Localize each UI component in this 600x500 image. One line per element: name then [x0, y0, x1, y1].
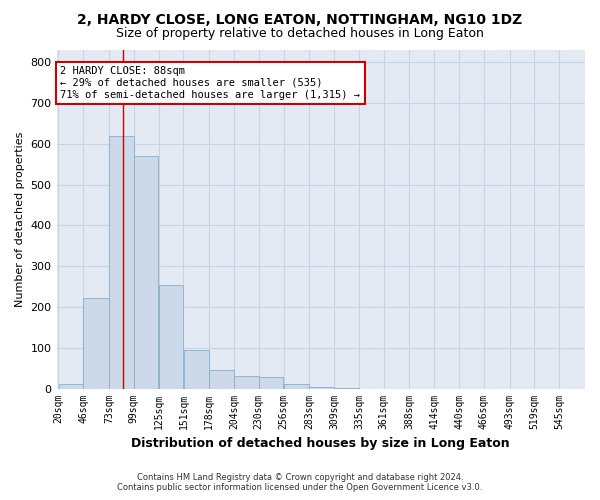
Text: Size of property relative to detached houses in Long Eaton: Size of property relative to detached ho… — [116, 28, 484, 40]
Bar — [284, 384, 309, 388]
Text: 2 HARDY CLOSE: 88sqm
← 29% of detached houses are smaller (535)
71% of semi-deta: 2 HARDY CLOSE: 88sqm ← 29% of detached h… — [61, 66, 361, 100]
Bar — [184, 350, 209, 389]
Bar — [209, 370, 234, 388]
Bar — [134, 156, 158, 388]
Bar — [109, 136, 134, 388]
Bar — [259, 377, 283, 388]
Y-axis label: Number of detached properties: Number of detached properties — [15, 132, 25, 307]
Bar — [159, 284, 183, 389]
Text: 2, HARDY CLOSE, LONG EATON, NOTTINGHAM, NG10 1DZ: 2, HARDY CLOSE, LONG EATON, NOTTINGHAM, … — [77, 12, 523, 26]
Bar — [59, 384, 83, 388]
X-axis label: Distribution of detached houses by size in Long Eaton: Distribution of detached houses by size … — [131, 437, 510, 450]
Bar — [310, 386, 334, 388]
Text: Contains HM Land Registry data © Crown copyright and database right 2024.
Contai: Contains HM Land Registry data © Crown c… — [118, 473, 482, 492]
Bar — [83, 298, 109, 388]
Bar — [234, 376, 259, 388]
